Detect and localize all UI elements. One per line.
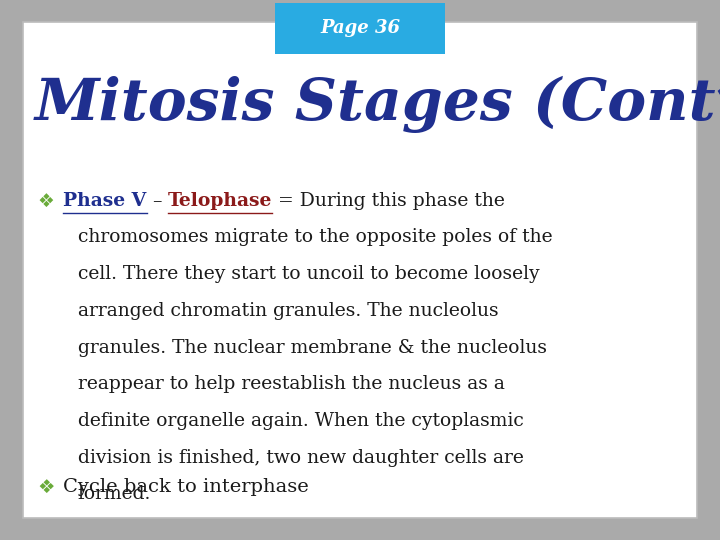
FancyBboxPatch shape [23,22,697,518]
Text: definite organelle again. When the cytoplasmic: definite organelle again. When the cytop… [78,412,523,430]
Text: –: – [147,192,168,210]
Text: division is finished, two new daughter cells are: division is finished, two new daughter c… [78,449,523,467]
Text: reappear to help reestablish the nucleus as a: reappear to help reestablish the nucleus… [78,375,505,393]
Text: Cycle back to interphase: Cycle back to interphase [63,478,309,496]
Text: granules. The nuclear membrane & the nucleolus: granules. The nuclear membrane & the nuc… [78,339,546,356]
Text: = During this phase the: = During this phase the [272,192,505,210]
Text: Mitosis Stages (Cont’d): Mitosis Stages (Cont’d) [35,76,720,133]
Text: ❖: ❖ [37,192,54,211]
FancyBboxPatch shape [275,3,444,54]
Text: cell. There they start to uncoil to become loosely: cell. There they start to uncoil to beco… [78,265,539,283]
Text: Page 36: Page 36 [320,19,400,37]
Text: Phase V: Phase V [63,192,147,210]
Text: chromosomes migrate to the opposite poles of the: chromosomes migrate to the opposite pole… [78,228,552,246]
Text: ❖: ❖ [37,478,55,497]
Text: formed.: formed. [78,485,151,503]
Text: arranged chromatin granules. The nucleolus: arranged chromatin granules. The nucleol… [78,302,498,320]
Text: Telophase: Telophase [168,192,272,210]
